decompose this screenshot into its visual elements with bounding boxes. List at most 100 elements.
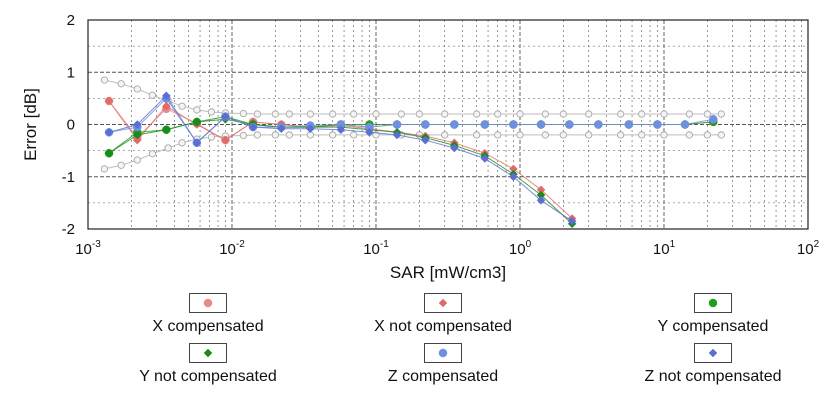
x-axis-label: SAR [mW/cm3] xyxy=(390,263,506,282)
x-tick-label: 10-2 xyxy=(219,239,245,258)
data-point xyxy=(565,120,574,129)
band-upper-point xyxy=(660,110,668,118)
band-upper-point xyxy=(253,110,262,118)
band-upper-point xyxy=(473,110,481,118)
band-upper-point xyxy=(617,110,625,118)
data-point xyxy=(536,195,546,205)
band-lower-point xyxy=(585,131,593,139)
x-tick-exponent: -2 xyxy=(236,239,245,250)
data-point xyxy=(276,124,286,134)
data-point xyxy=(104,127,114,137)
band-upper-point xyxy=(100,76,109,84)
band-lower-point xyxy=(207,133,216,141)
data-point xyxy=(305,124,315,134)
data-point xyxy=(421,120,430,129)
plot-frame xyxy=(87,19,809,230)
band-lower-point xyxy=(239,131,248,140)
data-point xyxy=(567,216,577,226)
x-tick-base: 10 xyxy=(653,241,670,258)
band-upper-point xyxy=(207,108,216,116)
data-point xyxy=(132,135,142,145)
band-upper-point xyxy=(329,110,337,118)
band-lower-point xyxy=(617,131,625,139)
data-point xyxy=(509,120,518,129)
x-tick-base: 10 xyxy=(363,241,380,258)
x-tick-base: 10 xyxy=(509,241,526,258)
band-lower-point xyxy=(117,161,125,169)
x-tick-exponent: 0 xyxy=(526,239,532,250)
band-lower-point xyxy=(100,165,109,173)
data-point xyxy=(161,101,171,111)
band-upper-point xyxy=(133,85,141,93)
data-point xyxy=(480,120,490,129)
band-lower-point xyxy=(148,150,157,158)
band-lower-point xyxy=(164,144,172,152)
data-point xyxy=(104,148,114,158)
band-lower-point xyxy=(638,131,646,139)
band-upper-point xyxy=(178,102,186,110)
series-x-not-compensated xyxy=(104,96,577,223)
series-z-not-compensated xyxy=(104,91,577,226)
x-tick-label: 10-1 xyxy=(363,239,389,258)
band-upper-point xyxy=(638,110,646,118)
band-lower-point xyxy=(660,131,668,139)
band-upper-point xyxy=(559,110,567,118)
data-point xyxy=(336,125,346,135)
data-point xyxy=(709,115,718,124)
y-tick-label: 1 xyxy=(67,64,75,81)
data-point xyxy=(653,120,662,129)
band-upper-point xyxy=(685,110,694,118)
series-line xyxy=(108,100,573,219)
data-point xyxy=(132,120,142,129)
band-lower-point xyxy=(178,139,186,147)
data-point xyxy=(594,120,603,129)
band-upper-point xyxy=(516,110,524,118)
band-upper-point xyxy=(148,91,157,99)
band-lower-point xyxy=(703,131,711,139)
band-upper-point xyxy=(541,110,550,118)
band-lower-point xyxy=(516,131,524,139)
data-point xyxy=(365,127,374,137)
x-tick-label: 101 xyxy=(653,239,676,258)
band-upper-point xyxy=(397,110,406,118)
data-point xyxy=(104,96,114,106)
band-lower-point xyxy=(329,131,337,139)
band-upper-point xyxy=(350,110,358,118)
band-upper-point xyxy=(585,110,593,118)
band-lower-point xyxy=(494,131,502,139)
x-tick-base: 10 xyxy=(797,241,814,258)
data-point xyxy=(449,143,459,153)
x-tick-base: 10 xyxy=(75,241,92,258)
band-lower-point xyxy=(350,131,358,139)
data-point xyxy=(509,172,518,182)
x-tick-label: 100 xyxy=(509,239,532,258)
data-point xyxy=(161,125,171,135)
x-tick-exponent: -3 xyxy=(92,239,101,250)
data-point xyxy=(624,120,634,129)
band-lower-point xyxy=(133,156,141,164)
band-lower-point xyxy=(253,131,262,139)
x-tick-exponent: 2 xyxy=(814,239,820,250)
y-tick-label: 0 xyxy=(67,117,75,134)
data-point xyxy=(221,112,230,122)
band-lower-point xyxy=(559,131,567,139)
data-point xyxy=(221,135,230,145)
series-line xyxy=(108,95,573,222)
band-lower-point xyxy=(541,131,550,139)
data-point xyxy=(161,91,171,101)
band-upper-point xyxy=(239,109,248,118)
x-tick-exponent: 1 xyxy=(670,239,676,250)
band-upper-point xyxy=(372,110,380,118)
band-upper-point xyxy=(703,110,711,118)
band-lower-point xyxy=(685,131,694,139)
band-upper-point xyxy=(285,110,293,118)
x-tick-label: 102 xyxy=(797,239,820,258)
band-upper-point xyxy=(117,80,125,88)
band-lower-point xyxy=(285,131,293,139)
band-upper-point xyxy=(441,110,449,118)
data-point xyxy=(680,120,690,129)
data-point xyxy=(132,130,142,140)
y-tick-label: 2 xyxy=(67,12,75,29)
data-point xyxy=(248,122,258,132)
